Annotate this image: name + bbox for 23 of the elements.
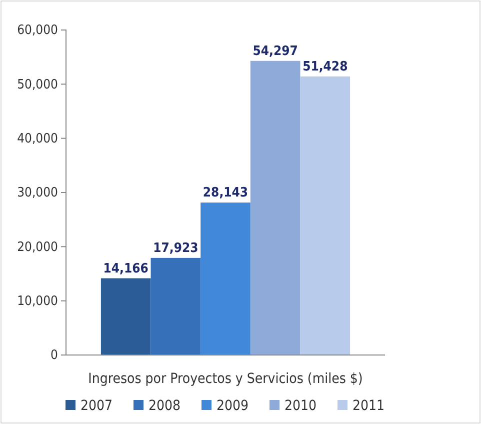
legend-label: 2010 (284, 398, 317, 414)
data-label: 54,297 (252, 44, 298, 59)
bar (100, 278, 151, 355)
bar (300, 76, 350, 355)
y-tick-label: 0 (50, 348, 58, 364)
bar (150, 258, 201, 355)
y-tick-label: 30,000 (17, 186, 58, 201)
y-tick-label: 20,000 (17, 240, 58, 255)
bar (200, 202, 250, 355)
y-tick-label: 40,000 (17, 131, 58, 146)
legend-label: 2007 (80, 398, 113, 414)
legend-label: 2009 (216, 398, 249, 414)
legend-label: 2011 (352, 398, 385, 414)
legend-label: 2008 (148, 398, 181, 414)
data-label: 17,923 (153, 240, 198, 256)
y-tick-label: 50,000 (17, 77, 58, 92)
data-label: 14,166 (103, 261, 148, 276)
bar (250, 60, 300, 355)
y-tick-label: 10,000 (17, 294, 58, 309)
data-label: 51,428 (302, 59, 348, 74)
data-label: 28,143 (202, 186, 248, 201)
x-tick-label: Ingresos por Proyectos y Servicios (miles $) (88, 371, 363, 387)
y-tick-label: 60,000 (17, 23, 58, 38)
